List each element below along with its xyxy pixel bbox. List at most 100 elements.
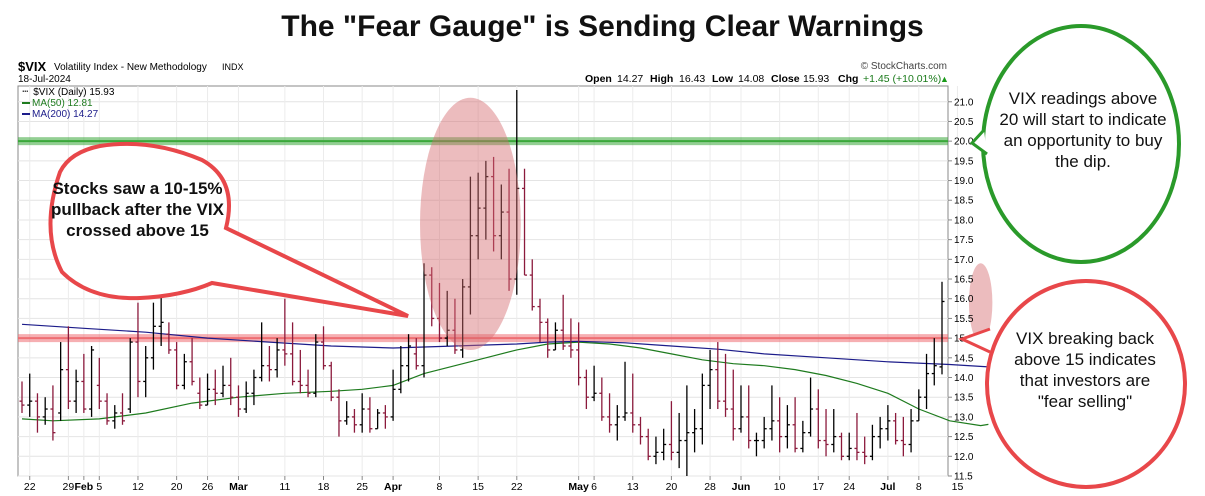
ohlc-bar: [429, 267, 435, 327]
legend-price-label: $VIX (Daily) 15.93: [33, 87, 115, 98]
ohlc-bar: [792, 397, 798, 453]
ohlc-bar: [738, 385, 744, 433]
ohlc-bar: [869, 424, 875, 461]
x-tick-label: 28: [704, 481, 716, 493]
stockcharts-watermark: © StockCharts.com: [861, 61, 947, 72]
close-value: 15.93: [803, 73, 829, 85]
ohlc-bar: [769, 385, 775, 441]
x-tick-label: 29: [63, 481, 75, 493]
ohlc-bar: [614, 405, 620, 441]
ohlc-bar: [305, 369, 311, 398]
ohlc-bar: [753, 432, 759, 457]
ohlc-bar: [568, 318, 574, 358]
ohlc-bar: [421, 263, 427, 378]
ohlc-bar: [637, 416, 643, 445]
x-tick-label: 12: [132, 481, 144, 493]
ohlc-bar: [336, 389, 342, 437]
chart-title: The "Fear Gauge" is Sending Clear Warnin…: [281, 10, 924, 43]
ohlc-bar: [413, 338, 419, 370]
x-tick-label: 26: [202, 481, 214, 493]
ohlc-bar: [939, 281, 945, 375]
ohlc-bar: [730, 369, 736, 441]
ohlc-bar: [104, 393, 110, 425]
x-tick-label: Jun: [732, 481, 751, 493]
x-tick-label: 13: [627, 481, 639, 493]
ohlc-bar: [27, 373, 33, 417]
x-tick-label: 18: [318, 481, 330, 493]
low-label: Low: [712, 73, 734, 85]
ohlc-bar: [243, 381, 249, 413]
ohlc-bar: [560, 294, 566, 350]
x-tick-label: 8: [437, 481, 443, 493]
ohlc-bar: [220, 365, 226, 398]
chart-symbol: $VIX: [18, 59, 47, 74]
ohlc-bar: [73, 369, 79, 413]
x-tick-label: 10: [774, 481, 786, 493]
ohlc-bar: [684, 385, 690, 476]
ohlc-bar: [916, 389, 922, 422]
red-callout-bubble: [985, 279, 1187, 489]
ohlc-bar: [893, 412, 899, 445]
bar-layer: [19, 89, 945, 476]
chart-date: 18-Jul-2024: [18, 74, 71, 85]
ohlc-bar: [205, 373, 211, 406]
ohlc-bar: [359, 393, 365, 433]
ohlc-bar-icon: ⵈ: [22, 87, 28, 98]
ohlc-bar: [599, 377, 605, 421]
green-callout-text: VIX readings above 20 will start to indi…: [999, 89, 1167, 171]
ohlc-bar: [885, 405, 891, 441]
ohlc-bar: [924, 353, 930, 410]
ohlc-bar: [297, 349, 303, 394]
ohlc-bar: [34, 393, 40, 433]
x-tick-label: 24: [843, 481, 855, 493]
zone-layer: [420, 97, 993, 350]
ohlc-bar: [351, 409, 357, 433]
y-tick-label: 18.5: [954, 196, 974, 207]
y-tick-label: 13.0: [954, 412, 974, 423]
red-callout-pointer: [958, 327, 991, 354]
x-axis: 22 29 Feb 5 12 20 26 Mar 11 18 25 Apr 8 15 22 May 6 13 20 2…: [24, 476, 963, 493]
chart-name: Volatility Index - New Methodology: [54, 62, 207, 73]
ohlc-bar: [823, 409, 829, 457]
ohlc-bar: [699, 373, 705, 445]
high-label: High: [650, 73, 673, 85]
y-tick-label: 12.5: [954, 432, 974, 443]
ohlc-bar: [436, 282, 442, 343]
y-tick-label: 17.0: [954, 255, 974, 266]
ohlc-bar: [854, 412, 860, 461]
ohlc-bar: [166, 322, 172, 354]
ohlc-bar: [452, 298, 458, 354]
ohlc-bar: [622, 361, 628, 421]
x-tick-label: Feb: [75, 481, 94, 493]
x-tick-label: 6: [591, 481, 597, 493]
ohlc-bar: [900, 416, 906, 457]
ohlc-bar: [676, 412, 682, 469]
chg-value: +1.45 (+10.01%): [863, 73, 941, 85]
ma200-line: [21, 323, 989, 368]
chart-exchange: INDX: [222, 62, 244, 72]
x-tick-label: 22: [511, 481, 523, 493]
level-layer: [18, 137, 948, 343]
low-value: 14.08: [738, 73, 764, 85]
ohlc-bar: [576, 322, 582, 386]
high-value: 16.43: [679, 73, 705, 85]
ohlc-bar: [174, 342, 180, 390]
ohlc-bar: [120, 393, 126, 425]
y-tick-label: 17.5: [954, 235, 974, 246]
legend-ma200-label: MA(200) 14.27: [32, 109, 99, 120]
chart-legend: ⵈ $VIX (Daily) 15.93 MA(50) 12.81 MA(200…: [22, 87, 115, 120]
ohlc-bar: [266, 346, 272, 382]
ohlc-bar: [344, 401, 350, 425]
ohlc-bar: [58, 342, 64, 421]
x-tick-label: 8: [916, 481, 922, 493]
ohlc-bar: [846, 432, 852, 461]
ohlc-bar: [514, 89, 520, 295]
legend-price: ⵈ $VIX (Daily) 15.93: [22, 87, 115, 98]
ma50-line: [21, 341, 989, 427]
red-callout-text: VIX breaking back above 15 indicates tha…: [1014, 329, 1156, 411]
ohlc-bar: [692, 409, 698, 453]
left-callout-text: Stocks saw a 10-15% pullback after the V…: [51, 179, 224, 240]
ohlc-bar: [65, 326, 71, 410]
x-tick-label: Mar: [229, 481, 248, 493]
